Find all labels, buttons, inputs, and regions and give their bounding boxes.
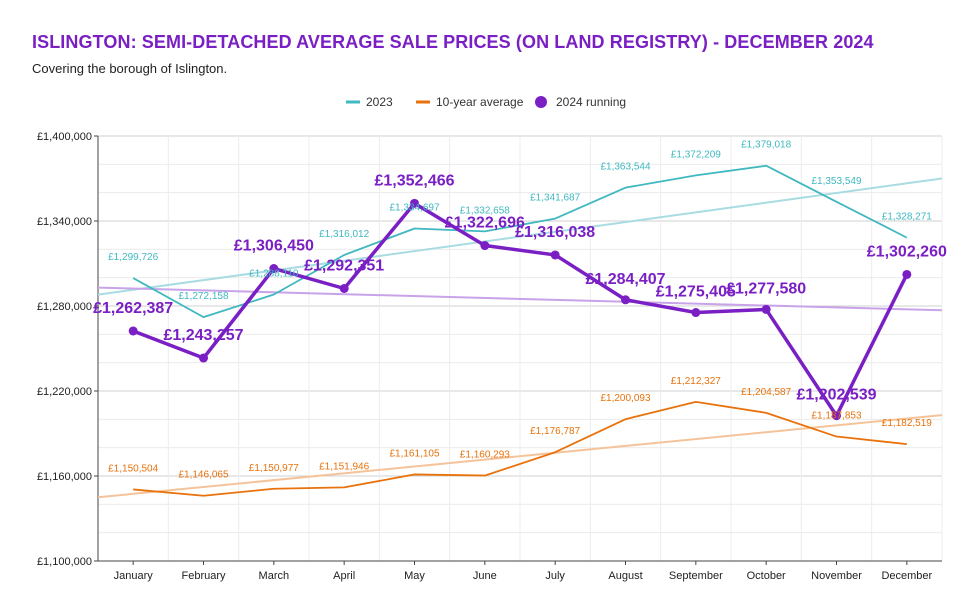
trend-lines [97, 177, 943, 499]
legend-label: 2023 [366, 95, 393, 109]
data-point [480, 241, 490, 251]
x-tick-label: September [669, 570, 723, 582]
data-label: £1,272,158 [178, 291, 228, 302]
data-label: £1,352,466 [374, 172, 454, 189]
data-label: £1,353,549 [811, 176, 861, 187]
data-label: £1,187,853 [811, 411, 861, 422]
data-label: £1,316,012 [319, 229, 369, 240]
chart-axes: £1,100,000 £1,160,000 £1,220,000 £1,280,000… [37, 131, 942, 582]
data-label: £1,202,539 [796, 387, 876, 404]
data-label: £1,150,977 [249, 463, 299, 474]
data-point [691, 308, 701, 318]
data-point [339, 284, 349, 294]
data-point [550, 250, 560, 260]
x-tick-label: August [608, 570, 642, 582]
chart-legend: 2023 10-year average 2024 running [346, 95, 626, 109]
data-label: £1,146,065 [178, 470, 228, 481]
legend-label: 10-year average [436, 95, 524, 109]
data-labels: £1,299,726 £1,272,158 £1,288,110 £1,316,012… [93, 140, 947, 481]
y-tick-label: £1,280,000 [37, 301, 92, 313]
data-point [902, 269, 912, 279]
data-label: £1,151,946 [319, 461, 369, 472]
data-label: £1,182,519 [882, 418, 932, 429]
data-label: £1,292,351 [304, 258, 384, 275]
data-label: £1,200,093 [600, 393, 650, 404]
data-label: £1,379,018 [741, 140, 791, 151]
data-point [269, 264, 279, 274]
y-tick-label: £1,400,000 [37, 131, 92, 143]
data-label: £1,150,504 [108, 463, 158, 474]
x-tick-label: May [404, 570, 425, 582]
data-label: £1,243,257 [163, 327, 243, 344]
x-tick-label: April [333, 570, 355, 582]
data-label: £1,334,697 [389, 203, 439, 214]
data-label: £1,316,038 [515, 224, 595, 241]
chart-subtitle: Covering the borough of Islington. [32, 61, 228, 76]
y-tick-label: £1,340,000 [37, 216, 92, 228]
legend-swatch [535, 96, 547, 108]
data-label: £1,302,260 [867, 243, 947, 260]
series-line [133, 400, 907, 497]
data-label: £1,262,387 [93, 300, 173, 317]
legend-label: 2024 running [556, 95, 626, 109]
trend-line [97, 414, 943, 499]
data-label: £1,341,687 [530, 193, 580, 204]
trend-line [97, 286, 943, 312]
x-tick-label: November [811, 570, 862, 582]
data-point [761, 304, 771, 314]
data-label: £1,204,587 [741, 387, 791, 398]
data-label: £1,212,327 [671, 376, 721, 387]
y-tick-label: £1,220,000 [37, 386, 92, 398]
y-tick-label: £1,100,000 [37, 556, 92, 568]
data-label: £1,275,405 [656, 284, 736, 301]
data-point [832, 411, 841, 421]
data-label: £1,372,209 [671, 149, 721, 160]
data-label: £1,306,450 [234, 238, 314, 255]
data-label: £1,299,726 [108, 252, 158, 263]
data-label: £1,161,105 [389, 448, 439, 459]
series-line [132, 164, 908, 319]
x-tick-label: October [747, 570, 786, 582]
data-label: £1,288,110 [249, 269, 299, 280]
data-label: £1,277,580 [726, 280, 806, 297]
x-tick-label: January [114, 570, 154, 582]
chart-title: ISLINGTON: SEMI-DETACHED AVERAGE SALE PR… [32, 32, 874, 52]
data-label: £1,284,407 [585, 271, 665, 288]
data-label: £1,332,658 [460, 205, 510, 216]
y-tick-label: £1,160,000 [37, 471, 92, 483]
data-label: £1,160,293 [460, 450, 510, 461]
x-tick-label: March [259, 570, 290, 582]
data-point [621, 295, 630, 305]
x-tick-label: February [181, 570, 226, 582]
data-point [128, 326, 138, 336]
series-line [132, 201, 909, 418]
data-point [199, 353, 208, 363]
data-label: £1,176,787 [530, 426, 580, 437]
trend-line [97, 177, 943, 296]
data-label: £1,328,271 [882, 212, 932, 223]
x-tick-label: July [545, 570, 565, 582]
data-label: £1,322,696 [445, 215, 525, 232]
series-lines [128, 164, 912, 497]
chart-gridlines [97, 135, 943, 562]
x-tick-label: June [473, 570, 497, 582]
data-label: £1,363,544 [600, 162, 650, 173]
x-tick-label: December [881, 570, 932, 582]
data-point [410, 198, 419, 208]
